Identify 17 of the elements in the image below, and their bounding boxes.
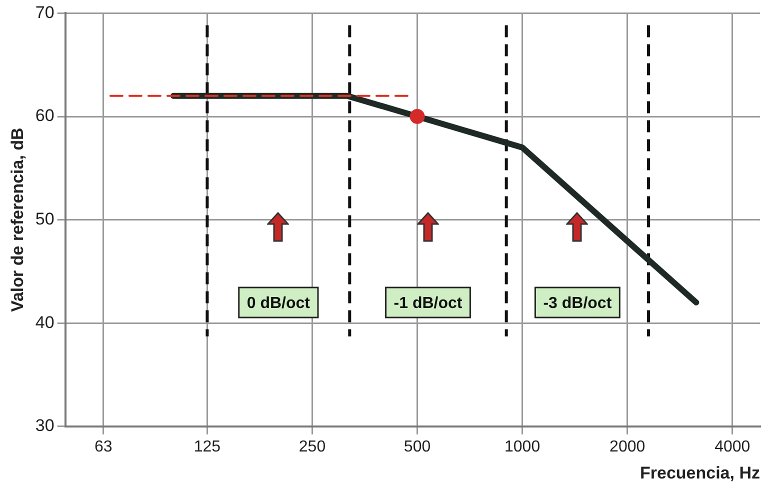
y-axis-title: Valor de referencia, dB	[8, 128, 27, 312]
y-tick-label: 40	[35, 312, 54, 332]
x-tick-label: 500	[404, 438, 431, 456]
x-tick-label: 125	[194, 438, 221, 456]
x-tick-label: 4000	[714, 438, 750, 456]
y-tick-label: 30	[35, 416, 54, 436]
x-tick-label: 1000	[504, 438, 540, 456]
x-tick-label: 2000	[610, 438, 646, 456]
y-tick-label: 60	[35, 106, 54, 126]
x-tick-label: 63	[94, 438, 112, 456]
annotation: -3 dB/oct	[543, 294, 612, 312]
annotation: -1 dB/oct	[394, 294, 463, 312]
x-tick-label: 250	[298, 438, 326, 456]
y-tick-label: 50	[35, 209, 54, 228]
annotation: 0 dB/oct	[246, 294, 311, 312]
y-tick-label: 70	[35, 2, 54, 22]
x-axis-title: Frecuencia, Hz	[640, 463, 760, 482]
